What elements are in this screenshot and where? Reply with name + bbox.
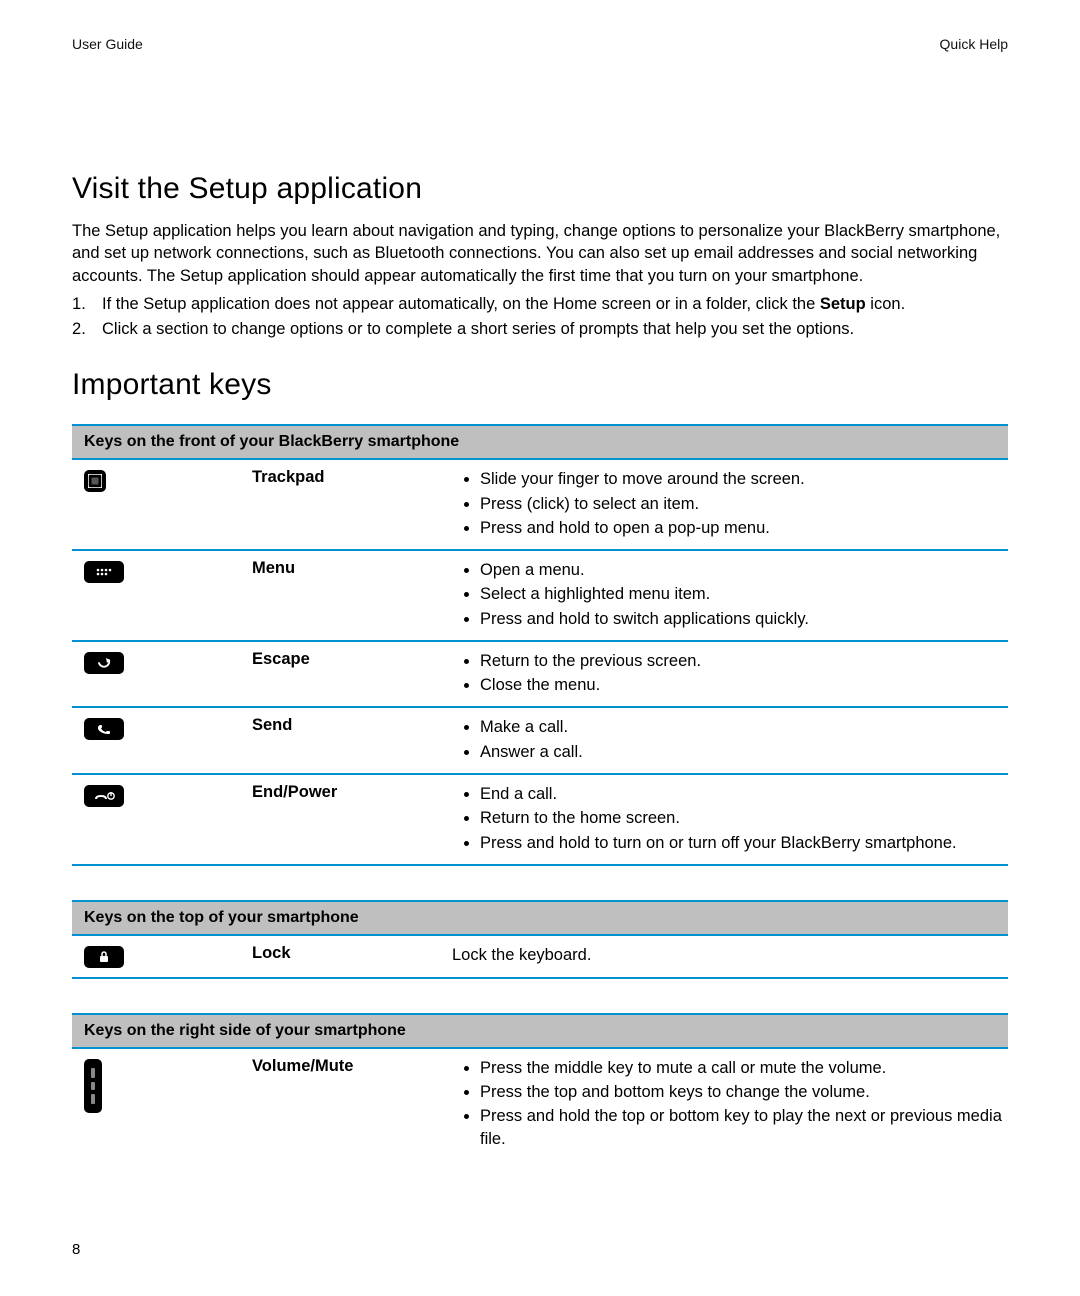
list-item: Make a call. (480, 716, 1008, 738)
table-right-title: Keys on the right side of your smartphon… (72, 1015, 1008, 1049)
step1-bold: Setup (820, 295, 866, 313)
end-power-label: End/Power (252, 783, 452, 856)
page-number: 8 (72, 1241, 80, 1258)
escape-desc: Return to the previous screen. Close the… (452, 650, 1008, 699)
list-item: Press and hold to turn on or turn off yo… (480, 832, 1008, 854)
list-item: Return to the previous screen. (480, 650, 1008, 672)
menu-icon (84, 559, 252, 632)
menu-desc: Open a menu. Select a highlighted menu i… (452, 559, 1008, 632)
list-item: Press and hold to open a pop-up menu. (480, 517, 1008, 539)
step1-pre: If the Setup application does not appear… (102, 295, 820, 313)
page-header: User Guide Quick Help (72, 36, 1008, 52)
lock-label: Lock (252, 944, 452, 969)
end-power-desc: End a call. Return to the home screen. P… (452, 783, 1008, 856)
heading-important-keys: Important keys (72, 368, 1008, 402)
table-right-keys: Keys on the right side of your smartphon… (72, 1013, 1008, 1160)
list-item: Press and hold to switch applications qu… (480, 608, 1008, 630)
row-trackpad: Trackpad Slide your finger to move aroun… (72, 460, 1008, 551)
row-volume: Volume/Mute Press the middle key to mute… (72, 1049, 1008, 1160)
volume-icon (84, 1057, 252, 1152)
lock-icon (84, 944, 252, 969)
escape-label: Escape (252, 650, 452, 699)
header-right: Quick Help (940, 36, 1008, 52)
escape-icon (84, 650, 252, 699)
table-top-title: Keys on the top of your smartphone (72, 902, 1008, 936)
setup-intro: The Setup application helps you learn ab… (72, 220, 1008, 287)
heading-setup: Visit the Setup application (72, 172, 1008, 206)
list-item: Press (click) to select an item. (480, 493, 1008, 515)
send-desc: Make a call. Answer a call. (452, 716, 1008, 765)
send-label: Send (252, 716, 452, 765)
list-item: Answer a call. (480, 741, 1008, 763)
setup-steps: If the Setup application does not appear… (72, 293, 1008, 341)
trackpad-icon (84, 468, 252, 541)
trackpad-desc: Slide your finger to move around the scr… (452, 468, 1008, 541)
row-lock: Lock Lock the keyboard. (72, 936, 1008, 979)
table-front-title: Keys on the front of your BlackBerry sma… (72, 426, 1008, 460)
list-item: Open a menu. (480, 559, 1008, 581)
row-end-power: End/Power End a call. Return to the home… (72, 775, 1008, 866)
volume-label: Volume/Mute (252, 1057, 452, 1152)
list-item: Press the top and bottom keys to change … (480, 1081, 1008, 1103)
list-item: Return to the home screen. (480, 807, 1008, 829)
setup-step-2: Click a section to change options or to … (72, 318, 1008, 341)
trackpad-label: Trackpad (252, 468, 452, 541)
list-item: Press and hold the top or bottom key to … (480, 1105, 1008, 1150)
list-item: Press the middle key to mute a call or m… (480, 1057, 1008, 1079)
step1-post: icon. (866, 295, 905, 313)
header-left: User Guide (72, 36, 143, 52)
setup-step-1: If the Setup application does not appear… (72, 293, 1008, 316)
list-item: Slide your finger to move around the scr… (480, 468, 1008, 490)
table-top-keys: Keys on the top of your smartphone Lock … (72, 900, 1008, 979)
list-item: End a call. (480, 783, 1008, 805)
list-item: Close the menu. (480, 674, 1008, 696)
volume-desc: Press the middle key to mute a call or m… (452, 1057, 1008, 1152)
table-front-keys: Keys on the front of your BlackBerry sma… (72, 424, 1008, 865)
row-menu: Menu Open a menu. Select a highlighted m… (72, 551, 1008, 642)
end-power-icon (84, 783, 252, 856)
list-item: Select a highlighted menu item. (480, 583, 1008, 605)
row-send: Send Make a call. Answer a call. (72, 708, 1008, 775)
lock-desc: Lock the keyboard. (452, 944, 1008, 969)
menu-label: Menu (252, 559, 452, 632)
row-escape: Escape Return to the previous screen. Cl… (72, 642, 1008, 709)
send-icon (84, 716, 252, 765)
